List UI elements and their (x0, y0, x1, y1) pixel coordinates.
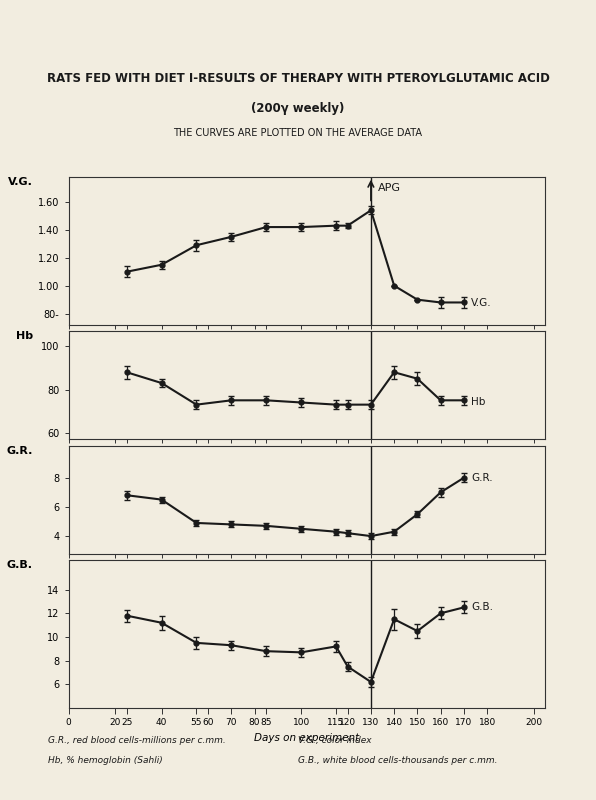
Text: V.G.: V.G. (471, 298, 492, 308)
Text: G.R., red blood cells-millions per c.mm.: G.R., red blood cells-millions per c.mm. (48, 736, 225, 745)
Text: Hb, % hemoglobin (Sahli): Hb, % hemoglobin (Sahli) (48, 756, 163, 765)
Text: G.B., white blood cells-thousands per c.mm.: G.B., white blood cells-thousands per c.… (298, 756, 498, 765)
Text: G.R.: G.R. (471, 473, 492, 482)
Text: RATS FED WITH DIET I-RESULTS OF THERAPY WITH PTEROYLGLUTAMIC ACID: RATS FED WITH DIET I-RESULTS OF THERAPY … (46, 72, 550, 85)
X-axis label: Days on experiment: Days on experiment (254, 733, 359, 743)
Text: Hb: Hb (471, 398, 485, 407)
Text: APG: APG (378, 183, 401, 193)
Text: V.G., color index: V.G., color index (298, 736, 372, 745)
Text: Hb: Hb (15, 331, 33, 341)
Text: THE CURVES ARE PLOTTED ON THE AVERAGE DATA: THE CURVES ARE PLOTTED ON THE AVERAGE DA… (173, 128, 423, 138)
Text: G.R.: G.R. (7, 446, 33, 456)
Text: G.B.: G.B. (471, 602, 493, 612)
Text: (200γ weekly): (200γ weekly) (252, 102, 344, 115)
Text: V.G.: V.G. (8, 177, 33, 186)
Text: G.B.: G.B. (7, 560, 33, 570)
